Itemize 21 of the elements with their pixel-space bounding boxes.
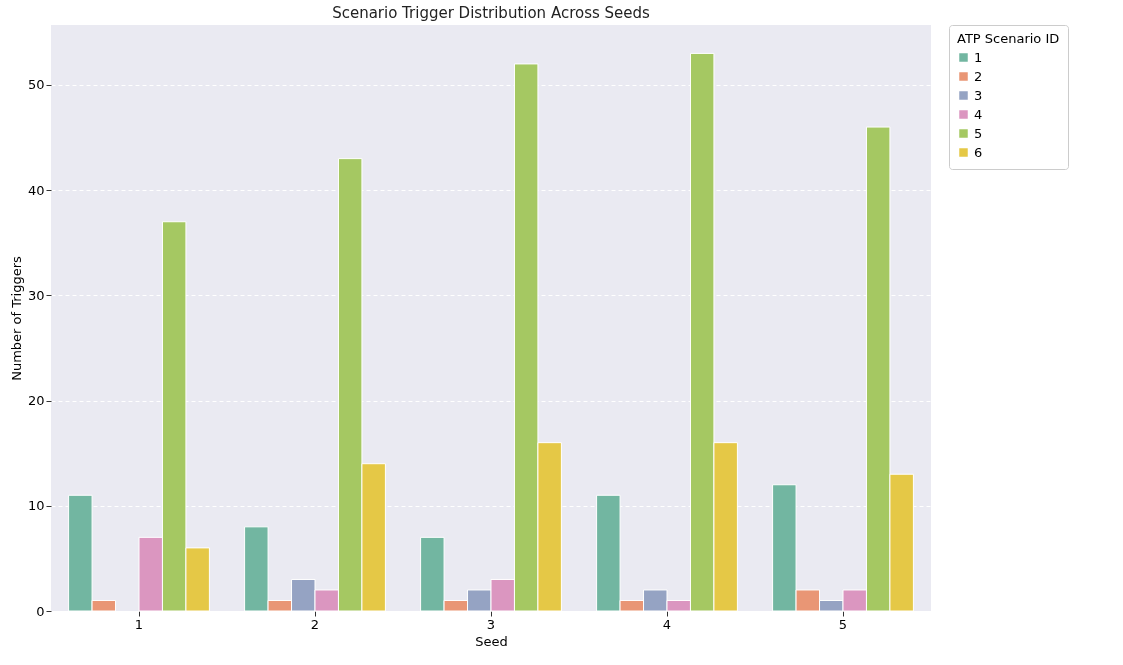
x-tick-label: 1 xyxy=(134,616,144,632)
x-axis-title: Seed xyxy=(475,633,508,649)
x-tick-label: 3 xyxy=(486,616,496,632)
legend-label: 6 xyxy=(974,144,983,160)
legend-label: 2 xyxy=(974,68,983,84)
legend-label: 5 xyxy=(974,125,983,141)
legend-label: 1 xyxy=(974,49,983,65)
y-tick-label: 40 xyxy=(27,182,45,198)
legend-label: 4 xyxy=(974,106,983,122)
x-tick-label: 5 xyxy=(838,616,848,632)
legend-title: ATP Scenario ID xyxy=(957,31,1060,46)
legend-label: 3 xyxy=(974,87,983,103)
y-tick-label: 10 xyxy=(27,498,45,514)
chart-title: Scenario Trigger Distribution Across Seeds xyxy=(332,3,651,22)
y-tick-label: 50 xyxy=(27,77,45,93)
x-tick-label: 2 xyxy=(310,616,320,632)
x-tick-label: 4 xyxy=(662,616,672,632)
y-tick-label: 30 xyxy=(27,287,45,303)
y-tick-label: 20 xyxy=(27,393,45,409)
y-axis-title: Number of Triggers xyxy=(8,255,24,381)
y-tick-label: 0 xyxy=(36,603,45,619)
